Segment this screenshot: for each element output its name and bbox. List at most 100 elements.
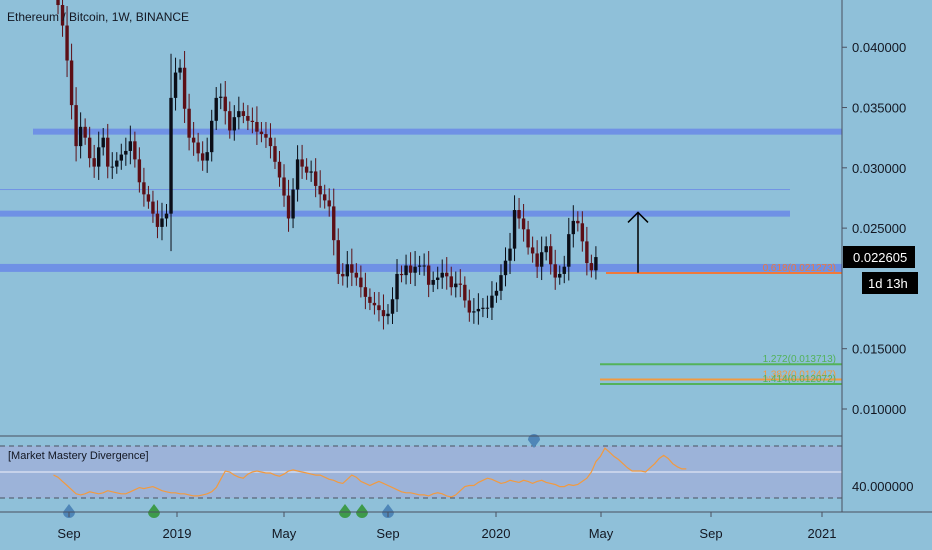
candle[interactable] <box>512 195 517 262</box>
candle[interactable] <box>440 259 444 289</box>
candle[interactable] <box>499 264 503 301</box>
candle[interactable] <box>368 288 372 311</box>
candle[interactable] <box>273 137 277 169</box>
candle[interactable] <box>60 0 65 37</box>
candle[interactable] <box>399 265 404 283</box>
candle[interactable] <box>490 281 494 321</box>
candle[interactable] <box>436 266 440 290</box>
candle[interactable] <box>571 205 575 248</box>
candle[interactable] <box>485 295 490 318</box>
candle[interactable] <box>56 0 60 15</box>
candle[interactable] <box>422 253 426 276</box>
candle[interactable] <box>187 93 191 151</box>
candle[interactable] <box>155 200 160 239</box>
candle[interactable] <box>359 265 363 298</box>
candle[interactable] <box>124 137 128 166</box>
candle[interactable] <box>449 266 453 296</box>
candle[interactable] <box>232 105 236 141</box>
candle[interactable] <box>332 188 336 256</box>
candle[interactable] <box>137 147 142 193</box>
candle[interactable] <box>119 143 123 170</box>
candle[interactable] <box>87 126 92 168</box>
candle[interactable] <box>83 118 87 145</box>
candle[interactable] <box>372 292 377 315</box>
candle[interactable] <box>164 204 169 227</box>
candle[interactable] <box>295 145 300 202</box>
candle[interactable] <box>65 6 69 78</box>
candle[interactable] <box>210 109 214 162</box>
candle[interactable] <box>205 137 209 173</box>
candle[interactable] <box>110 152 114 179</box>
candle[interactable] <box>503 247 508 287</box>
candle[interactable] <box>530 236 535 263</box>
candle[interactable] <box>318 170 322 208</box>
candle[interactable] <box>562 255 566 284</box>
candle[interactable] <box>286 179 291 232</box>
candle[interactable] <box>472 298 476 324</box>
candle[interactable] <box>426 251 431 298</box>
candle[interactable] <box>535 240 539 278</box>
candle[interactable] <box>74 87 78 162</box>
candle[interactable] <box>345 251 349 288</box>
candle-series[interactable] <box>56 0 598 330</box>
candle[interactable] <box>458 269 462 298</box>
candle[interactable] <box>386 304 390 325</box>
candle[interactable] <box>549 234 553 275</box>
candle[interactable] <box>191 122 196 156</box>
time-axis[interactable]: Sep 2019 May Sep 2020 May Sep 2021 <box>57 512 836 541</box>
candle[interactable] <box>200 141 205 171</box>
candle[interactable] <box>354 263 359 286</box>
candle[interactable] <box>417 255 422 275</box>
candle[interactable] <box>580 211 585 252</box>
candle[interactable] <box>78 112 83 159</box>
candle[interactable] <box>327 188 331 217</box>
candle[interactable] <box>101 128 105 156</box>
candle[interactable] <box>381 294 386 330</box>
candle[interactable] <box>178 59 182 80</box>
candle[interactable] <box>151 190 155 223</box>
candle[interactable] <box>277 150 282 187</box>
candle[interactable] <box>313 158 318 198</box>
candle[interactable] <box>219 83 223 110</box>
candle[interactable] <box>92 144 96 178</box>
candle[interactable] <box>196 132 200 162</box>
candle[interactable] <box>241 102 246 124</box>
candle[interactable] <box>300 144 304 179</box>
candle[interactable] <box>467 289 472 322</box>
candle[interactable] <box>336 228 340 284</box>
candle[interactable] <box>146 185 151 209</box>
candle[interactable] <box>521 204 526 242</box>
candle[interactable] <box>558 265 562 285</box>
candle[interactable] <box>585 226 589 276</box>
candle[interactable] <box>106 123 110 179</box>
candle[interactable] <box>128 125 133 165</box>
candle[interactable] <box>173 57 178 111</box>
candle[interactable] <box>255 106 259 145</box>
candle[interactable] <box>309 160 313 182</box>
candle[interactable] <box>508 232 512 275</box>
candle[interactable] <box>115 152 119 174</box>
candle[interactable] <box>228 101 232 139</box>
candle[interactable] <box>69 43 74 120</box>
candle[interactable] <box>142 167 146 207</box>
candle[interactable] <box>341 263 345 286</box>
candle[interactable] <box>264 122 268 148</box>
candle[interactable] <box>454 271 458 298</box>
candle[interactable] <box>133 131 137 168</box>
candle[interactable] <box>408 252 413 285</box>
candle[interactable] <box>589 254 594 278</box>
candle[interactable] <box>481 298 485 318</box>
candle[interactable] <box>390 287 395 324</box>
candle[interactable] <box>169 53 173 252</box>
candle[interactable] <box>544 236 548 261</box>
candle[interactable] <box>250 107 255 134</box>
candle[interactable] <box>576 211 580 232</box>
candle[interactable] <box>517 197 521 229</box>
candle[interactable] <box>494 282 499 303</box>
candle[interactable] <box>594 246 598 280</box>
candle[interactable] <box>291 178 295 229</box>
candle[interactable] <box>182 50 187 123</box>
candle[interactable] <box>304 158 309 180</box>
candle[interactable] <box>259 122 264 143</box>
candle[interactable] <box>567 217 571 281</box>
